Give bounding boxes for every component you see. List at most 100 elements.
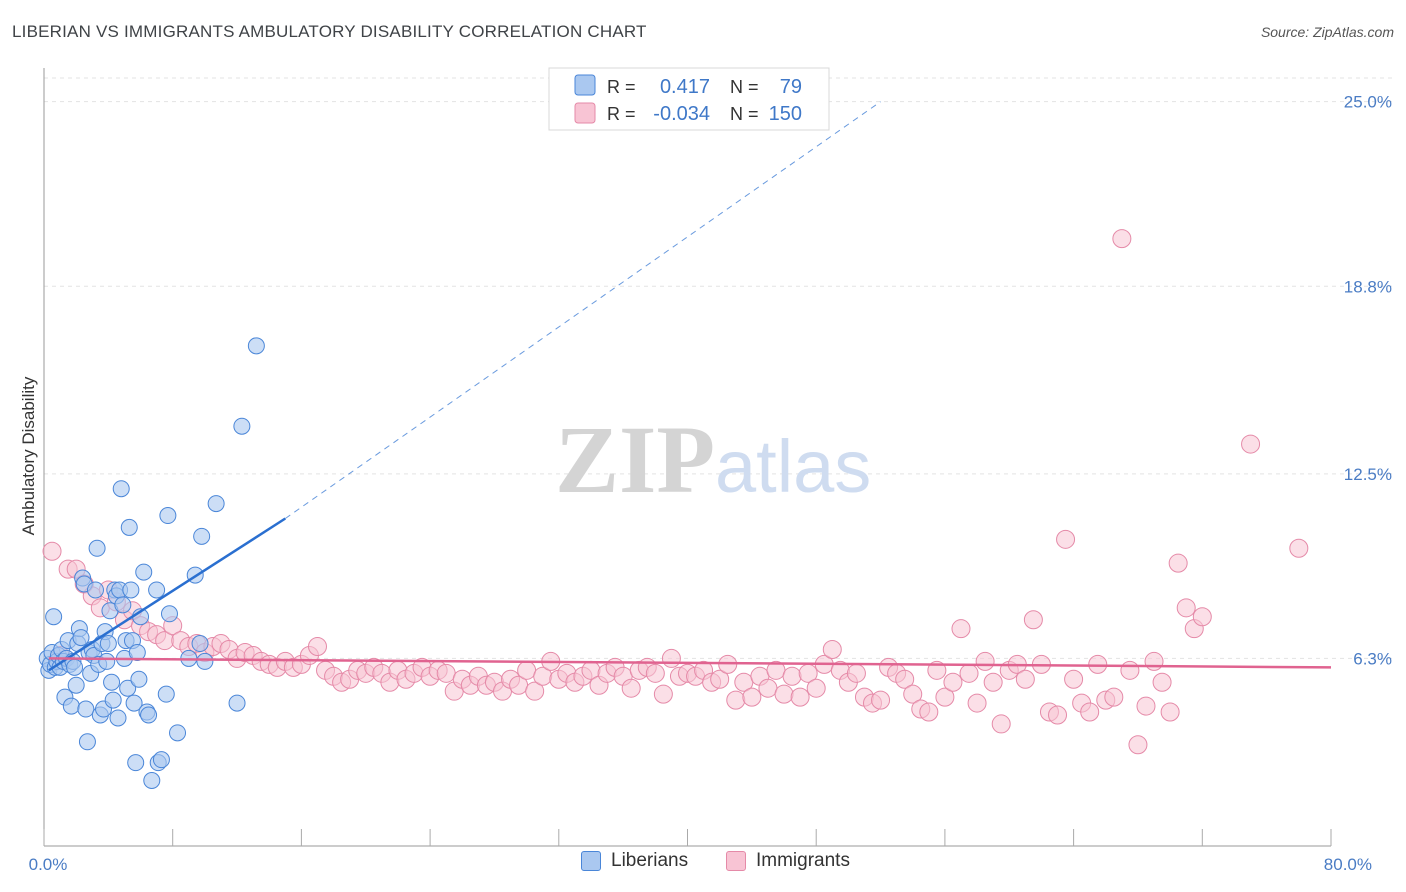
immigrants-point[interactable] [1080,702,1100,722]
liberians-point[interactable] [152,751,170,769]
immigrants-point[interactable] [903,684,923,704]
immigrants-point[interactable] [1176,598,1196,618]
immigrants-point[interactable] [1144,651,1164,671]
immigrants-point[interactable] [517,660,537,680]
immigrants-point[interactable] [975,651,995,671]
liberians-point[interactable] [196,652,214,670]
liberians-point[interactable] [247,337,265,355]
stats-n-label-liberians: N = [730,77,759,97]
immigrants-point[interactable] [919,702,939,722]
legend-item-immigrants[interactable]: Immigrants [726,850,850,872]
liberians-point[interactable] [72,629,90,647]
liberians-point[interactable] [193,527,211,545]
liberians-trendline [48,517,286,672]
legend-item-liberians[interactable]: Liberians [581,850,688,872]
immigrants-point[interactable] [1152,672,1172,692]
immigrants-point[interactable] [790,687,810,707]
liberians-point[interactable] [77,700,95,718]
immigrants-point[interactable] [951,619,971,639]
y-tick-label: 18.8% [1344,277,1392,296]
watermark-atlas: atlas [715,425,871,508]
immigrants-point[interactable] [758,678,778,698]
immigrants-point[interactable] [742,687,762,707]
liberians-point[interactable] [148,581,166,599]
liberians-point[interactable] [122,581,140,599]
immigrants-point[interactable] [645,663,665,683]
immigrants-point[interactable] [895,669,915,689]
liberians-point[interactable] [157,685,175,703]
immigrants-point[interactable] [943,672,963,692]
immigrants-point[interactable] [1120,660,1140,680]
immigrants-point[interactable] [806,678,826,698]
immigrants-point[interactable] [774,684,794,704]
immigrants-point[interactable] [935,687,955,707]
immigrants-point[interactable] [1241,434,1261,454]
immigrants-point[interactable] [1104,687,1124,707]
liberians-point[interactable] [119,679,137,697]
liberians-point[interactable] [98,652,116,670]
liberians-point[interactable] [114,596,132,614]
liberians-point[interactable] [128,643,146,661]
immigrants-point[interactable] [661,648,681,668]
liberians-point[interactable] [127,754,145,772]
immigrants-point[interactable] [1023,610,1043,630]
immigrants-point[interactable] [782,666,802,686]
immigrants-point[interactable] [710,669,730,689]
liberians-point[interactable] [233,417,251,435]
immigrants-point[interactable] [1064,669,1084,689]
immigrants-point[interactable] [1112,229,1132,249]
liberians-point[interactable] [78,733,96,751]
liberians-point[interactable] [99,635,117,653]
liberians-point[interactable] [45,608,63,626]
liberians-point[interactable] [120,518,138,536]
liberians-point[interactable] [135,563,153,581]
liberians-point[interactable] [143,772,161,789]
immigrants-point[interactable] [1136,696,1156,716]
immigrants-point[interactable] [1056,529,1076,549]
liberians-point[interactable] [169,724,187,742]
liberians-point[interactable] [103,673,121,691]
liberians-point[interactable] [160,605,178,623]
immigrants-point[interactable] [822,640,842,659]
immigrants-point[interactable] [436,663,456,683]
liberians-point[interactable] [67,676,85,694]
liberians-point[interactable] [88,539,106,557]
immigrants-point[interactable] [871,690,891,710]
immigrants-point[interactable] [983,672,1003,692]
liberians-point[interactable] [191,635,209,653]
immigrants-point[interactable] [42,541,62,561]
liberians-point[interactable] [112,480,130,498]
liberians-point[interactable] [86,581,104,599]
stats-r-label-liberians: R = [607,77,636,97]
liberians-point[interactable] [140,706,158,724]
liberians-point[interactable] [62,697,80,715]
immigrants-point[interactable] [726,690,746,710]
liberians-point[interactable] [228,694,246,712]
immigrants-point[interactable] [846,663,866,683]
liberians-point[interactable] [130,670,148,688]
immigrants-point[interactable] [1088,654,1108,674]
x-tick-label-min: 0.0% [29,855,68,874]
liberians-point[interactable] [109,709,127,727]
liberians-point[interactable] [159,507,177,525]
immigrants-point[interactable] [967,693,987,713]
immigrants-point[interactable] [991,714,1011,734]
immigrants-point[interactable] [653,684,673,704]
immigrants-point[interactable] [1168,553,1188,573]
immigrants-point[interactable] [1289,538,1309,558]
immigrants-point[interactable] [1192,607,1212,627]
liberians-point[interactable] [207,495,225,513]
liberians-point[interactable] [125,694,143,712]
liberians-point[interactable] [66,658,84,676]
immigrants-point[interactable] [1160,702,1180,722]
immigrants-point[interactable] [959,663,979,683]
y-axis-tick-labels: 6.3% 12.5% 18.8% 25.0% [1344,93,1392,669]
immigrants-point[interactable] [1048,705,1068,725]
immigrants-point[interactable] [525,681,545,701]
immigrants-point[interactable] [621,678,641,698]
legend-label-liberians: Liberians [611,850,689,871]
immigrants-point[interactable] [1015,669,1035,689]
immigrants-point[interactable] [307,637,327,657]
liberians-point[interactable] [104,691,122,709]
immigrants-point[interactable] [1128,735,1148,755]
